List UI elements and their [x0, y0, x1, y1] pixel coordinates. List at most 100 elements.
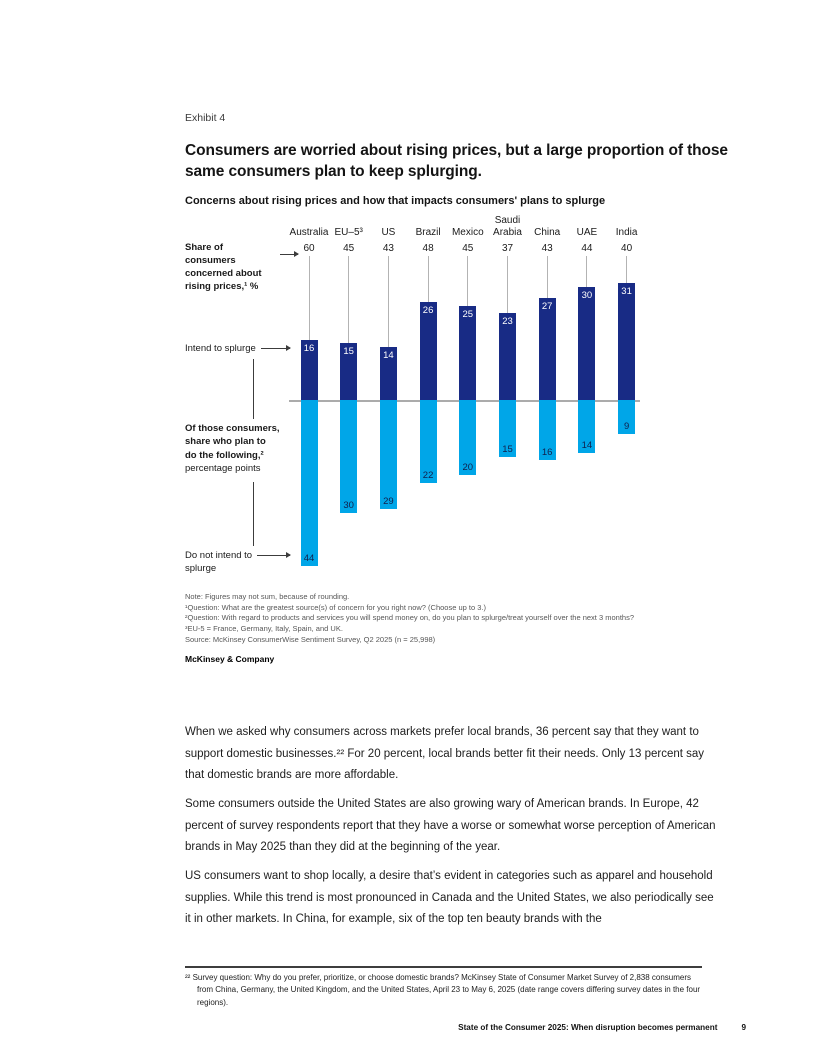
share-concerned-value: 45 — [462, 243, 474, 254]
paragraph: When we asked why consumers across marke… — [185, 726, 705, 781]
country-label: Australia — [289, 226, 329, 238]
not-intend-bar-value: 20 — [462, 462, 474, 474]
intend-bar-value: 30 — [581, 289, 593, 301]
share-label-line1: Share of consumers — [185, 242, 236, 266]
share-concerned-value: 43 — [382, 243, 394, 254]
connector-line — [586, 256, 588, 287]
share-concerned-value: 40 — [621, 243, 633, 254]
connector-line — [626, 256, 628, 284]
country-label: Brazil — [415, 226, 441, 238]
share-label-line2: concerned about — [185, 268, 262, 279]
intend-to-splurge-bar: 31 — [618, 283, 636, 400]
connector-line — [308, 256, 310, 340]
bracket-line-lower — [253, 482, 254, 546]
note-line: ³EU-5 = France, Germany, Italy, Spain, a… — [185, 624, 343, 634]
country-label: US — [381, 226, 396, 238]
footnote: ²² Survey question: Why do you prefer, p… — [185, 972, 705, 1009]
do-not-intend-bar: 30 — [340, 400, 358, 514]
chart-column: UAE 44 30 14 — [563, 210, 611, 588]
intend-bar-value: 15 — [343, 346, 354, 358]
connector-line — [427, 256, 429, 302]
arrow-right-icon — [257, 552, 291, 558]
mid-label-line4: percentage points — [185, 462, 261, 474]
chart-column: Australia 60 16 44 — [285, 210, 333, 588]
country-label: EU–5³ — [334, 226, 363, 238]
connector-line — [467, 256, 469, 306]
bar-chart: Share of consumers concerned about risin… — [185, 210, 665, 588]
of-those-consumers-label: Of those consumers, share who plan to do… — [185, 422, 295, 475]
intend-to-splurge-bar: 27 — [538, 298, 556, 400]
mid-label-line2: share who plan to — [185, 436, 266, 448]
intend-to-splurge-bar: 15 — [340, 343, 358, 400]
do-not-intend-label: Do not intend to splurge — [185, 549, 291, 575]
not-intend-bar-value: 44 — [303, 552, 315, 564]
note-line: ¹Question: What are the greatest source(… — [185, 602, 486, 612]
mckinsey-brand: McKinsey & Company — [185, 654, 275, 664]
not-intend-bar-value: 29 — [383, 496, 394, 508]
share-concerned-value: 48 — [422, 243, 434, 254]
do-not-intend-bar: 29 — [379, 400, 397, 510]
do-not-intend-bar: 22 — [419, 400, 437, 483]
share-concerned-label: Share of consumers concerned about risin… — [185, 241, 299, 293]
note-line: Source: McKinsey ConsumerWise Sentiment … — [185, 634, 436, 644]
chart-subtitle: Concerns about rising prices and how tha… — [185, 195, 606, 207]
intend-bar-value: 16 — [303, 342, 315, 354]
do-not-intend-line2: splurge — [185, 563, 217, 574]
intend-to-splurge-bar: 23 — [499, 313, 516, 400]
share-concerned-value: 60 — [303, 243, 315, 254]
page-number: 9 — [741, 1023, 746, 1032]
intend-bar-value: 23 — [502, 316, 513, 328]
connector-line — [546, 256, 548, 299]
do-not-intend-bar: 9 — [618, 400, 636, 434]
country-label: China — [534, 226, 561, 238]
not-intend-bar-value: 22 — [422, 469, 434, 481]
share-concerned-value: 44 — [581, 243, 593, 254]
intend-bar-value: 31 — [621, 286, 632, 298]
not-intend-bar-value: 16 — [541, 447, 553, 459]
not-intend-bar-value: 14 — [581, 439, 593, 451]
connector-line — [387, 256, 389, 348]
paragraph: US consumers want to shop locally, a des… — [185, 870, 714, 925]
intend-bar-value: 14 — [383, 350, 394, 362]
body-text: When we asked why consumers across marke… — [185, 722, 719, 938]
share-label-line3: rising prices,¹ % — [185, 281, 259, 292]
not-intend-bar-value: 9 — [623, 420, 630, 432]
country-label: India — [615, 226, 638, 238]
intend-to-splurge-bar: 16 — [300, 339, 318, 400]
share-concerned-value: 43 — [541, 243, 553, 254]
connector-line — [507, 256, 508, 314]
do-not-intend-line1: Do not intend to — [185, 550, 253, 561]
page-footer: State of the Consumer 2025: When disrupt… — [185, 1023, 746, 1032]
note-line: ²Question: With regard to products and s… — [185, 613, 634, 623]
share-concerned-value: 45 — [343, 243, 355, 254]
mid-label-line3: do the following,² — [185, 449, 264, 461]
country-label: Saudi Arabia — [493, 215, 522, 238]
do-not-intend-bar: 14 — [578, 400, 596, 453]
share-concerned-value: 37 — [501, 243, 514, 254]
footnote-text: Survey question: Why do you prefer, prio… — [192, 973, 701, 1007]
chart-column: China 43 27 16 — [523, 210, 571, 588]
intend-bar-value: 27 — [541, 301, 553, 313]
not-intend-bar-value: 15 — [502, 443, 513, 455]
chart-column: US 43 14 29 — [364, 210, 412, 588]
not-intend-bar-value: 30 — [343, 500, 354, 512]
connector-line — [348, 256, 350, 344]
do-not-intend-bar: 20 — [459, 400, 477, 476]
note-line: Note: Figures may not sum, because of ro… — [185, 592, 350, 601]
do-not-intend-bar: 16 — [538, 400, 556, 461]
do-not-intend-bar: 15 — [499, 400, 516, 457]
footnote-divider — [185, 966, 702, 968]
intend-to-splurge-bar: 25 — [459, 305, 477, 400]
intend-to-splurge-bar: 26 — [419, 301, 437, 400]
chart-column: Mexico 45 25 20 — [444, 210, 492, 588]
chart-column: Saudi Arabia 37 23 15 — [484, 210, 532, 588]
footnote-marker: ²² — [185, 973, 191, 982]
intend-label-text: Intend to splurge — [185, 343, 256, 354]
intend-bar-value: 25 — [462, 308, 474, 320]
intend-to-splurge-bar: 14 — [379, 347, 397, 400]
arrow-right-icon — [260, 345, 292, 351]
country-label: Mexico — [451, 226, 484, 238]
chart-column: EU–5³ 45 15 30 — [325, 210, 373, 588]
page-title: Consumers are worried about rising price… — [185, 142, 728, 180]
footer-title: State of the Consumer 2025: When disrupt… — [458, 1023, 718, 1032]
